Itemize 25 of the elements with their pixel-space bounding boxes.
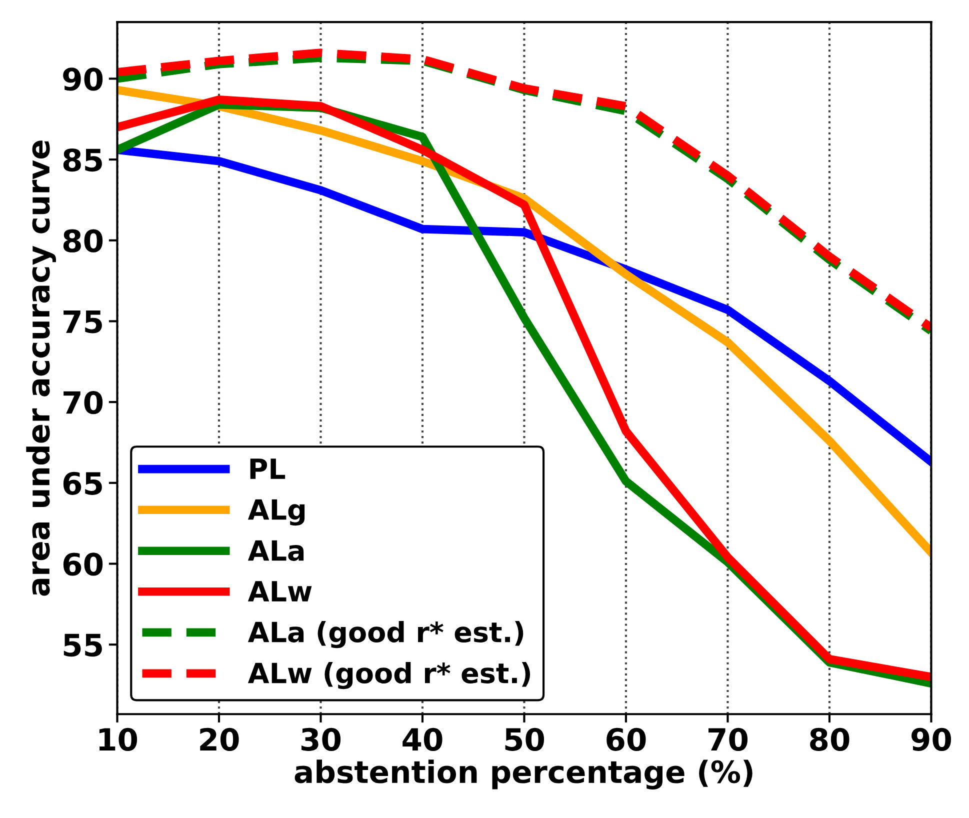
y-tick-label: 90 [63, 68, 103, 91]
y-tick-label: 70 [64, 390, 103, 414]
y-tick-label: 80 [63, 229, 103, 252]
x-tick-label: 10 [99, 728, 138, 751]
x-tick-label: 90 [912, 728, 952, 751]
legend-label: ALw [248, 581, 312, 602]
y-axis-title: area under accuracy curve [26, 140, 56, 596]
x-tick-label: 20 [200, 728, 239, 751]
x-tick-label: 60 [606, 728, 646, 751]
legend-label: PL [250, 458, 286, 479]
legend-label: ALg [248, 499, 305, 526]
legend-label: ALa (good r* est.) [248, 621, 524, 648]
legend-label: ALa [248, 540, 304, 561]
x-tick-label: 70 [708, 728, 748, 751]
x-tick-label: 80 [810, 728, 850, 751]
x-tick-label: 40 [402, 728, 442, 751]
x-tick-label: 50 [505, 728, 544, 751]
x-axis-title: abstention percentage (%) [294, 760, 752, 790]
y-tick-label: 85 [63, 148, 102, 172]
y-tick-label: 60 [63, 552, 103, 576]
x-tick-label: 30 [302, 728, 341, 751]
y-tick-label: 55 [64, 634, 102, 657]
y-tick-label: 65 [63, 472, 102, 495]
y-tick-label: 75 [64, 310, 102, 334]
legend-label: ALw (good r* est.) [248, 662, 530, 690]
